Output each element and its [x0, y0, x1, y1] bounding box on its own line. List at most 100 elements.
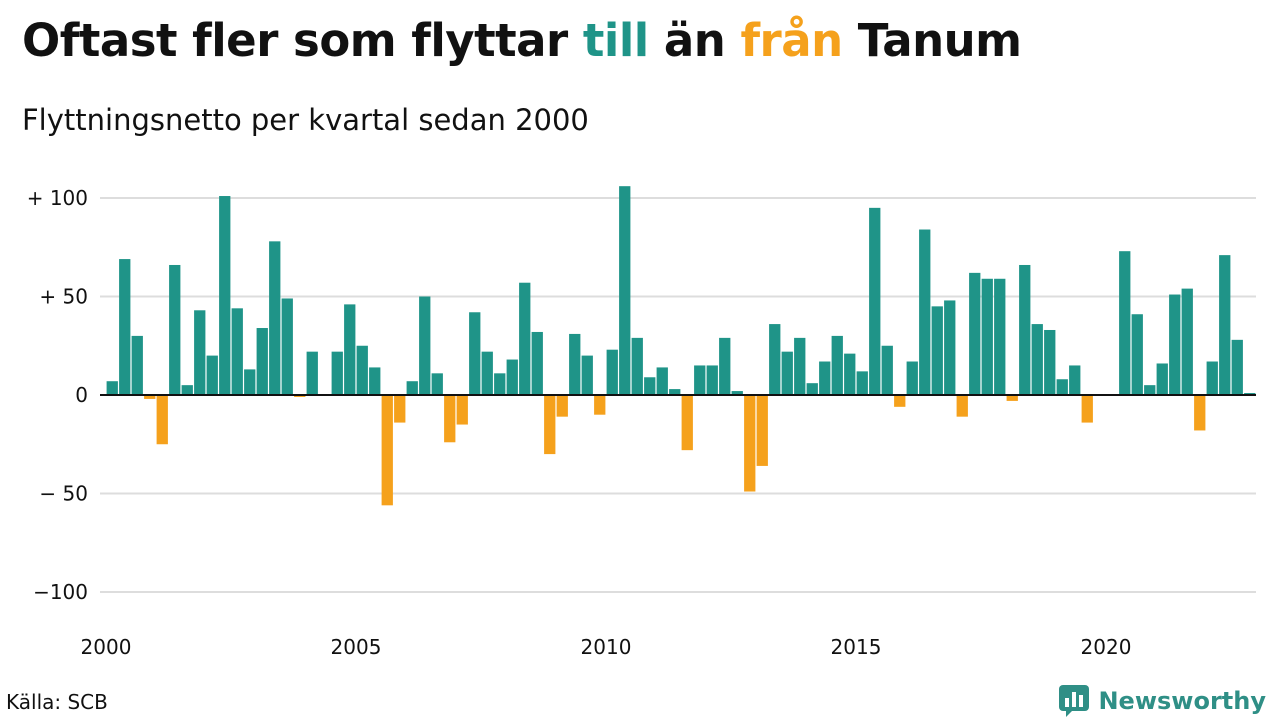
bar-2000-q1: [106, 381, 118, 395]
bar-2001-q2: [169, 264, 181, 395]
source-note: Källa: SCB: [6, 690, 108, 714]
bar-2007-q3: [481, 351, 493, 395]
bar-2001-q1: [156, 395, 168, 445]
bar-2015-q2: [869, 207, 881, 395]
bar-2010-q4: [644, 377, 656, 395]
bar-2017-q3: [981, 278, 993, 395]
x-tick-label: 2005: [331, 635, 382, 659]
bar-2002-q3: [231, 308, 243, 395]
bar-2016-q2: [919, 229, 931, 395]
bar-2015-q1: [856, 371, 868, 395]
bar-2007-q1: [456, 395, 468, 425]
bar-2012-q4: [744, 395, 756, 492]
chart-title: Oftast fler som flyttar till än från Tan…: [22, 14, 1022, 67]
bar-2021-q2: [1169, 294, 1181, 395]
bar-2018-q2: [1019, 264, 1031, 395]
bar-2011-q2: [669, 389, 681, 395]
bar-2013-q2: [769, 324, 781, 395]
bar-2011-q1: [656, 367, 668, 395]
bar-2022-q2: [1219, 255, 1231, 395]
bar-2014-q2: [819, 361, 831, 395]
bar-2006-q3: [431, 373, 443, 395]
bar-2003-q1: [256, 328, 268, 395]
title-part-e: Tanum: [842, 14, 1022, 67]
bar-2013-q1: [756, 395, 768, 466]
bar-2013-q3: [781, 351, 793, 395]
bar-2000-q3: [131, 335, 143, 395]
y-tick-label: + 100: [27, 186, 88, 210]
bar-2011-q4: [694, 365, 706, 395]
bar-2004-q4: [344, 304, 356, 395]
bar-2016-q4: [944, 300, 956, 395]
x-axis-ticks: 2000 2005 2010 2015 2020: [81, 635, 1132, 659]
title-word-fran: från: [740, 14, 843, 67]
bar-2020-q2: [1119, 251, 1131, 395]
bar-2005-q2: [369, 367, 381, 395]
bar-2010-q2: [619, 186, 631, 395]
bars: [106, 186, 1256, 506]
bar-2014-q1: [806, 383, 818, 395]
bar-2022-q1: [1206, 361, 1218, 395]
bar-2009-q1: [556, 395, 568, 417]
bar-2020-q3: [1131, 314, 1143, 395]
bar-2008-q3: [531, 331, 543, 395]
bar-2008-q4: [544, 395, 556, 455]
x-tick-label: 2015: [831, 635, 882, 659]
bar-2004-q1: [306, 351, 318, 395]
bar-2002-q2: [219, 196, 231, 395]
bar-2001-q4: [194, 310, 206, 395]
bar-2021-q1: [1156, 363, 1168, 395]
bar-2014-q4: [844, 353, 856, 395]
bar-2014-q3: [831, 335, 843, 395]
bar-2021-q3: [1181, 288, 1193, 395]
bar-2019-q1: [1056, 379, 1068, 395]
bar-2009-q2: [569, 333, 581, 395]
bar-2013-q4: [794, 337, 806, 395]
bar-2006-q2: [419, 296, 431, 395]
bar-2012-q2: [719, 337, 731, 395]
bar-2002-q4: [244, 369, 256, 395]
bar-2021-q4: [1194, 395, 1206, 431]
bar-2005-q1: [356, 345, 368, 395]
bar-2019-q3: [1081, 395, 1093, 423]
y-tick-label: + 50: [39, 285, 88, 309]
bar-2018-q3: [1031, 324, 1043, 395]
bar-2020-q4: [1144, 385, 1156, 395]
bar-2016-q1: [906, 361, 918, 395]
bar-2008-q2: [519, 282, 531, 395]
bar-2010-q3: [631, 337, 643, 395]
bar-2009-q4: [594, 395, 606, 415]
bar-2003-q2: [269, 241, 281, 395]
bar-2008-q1: [506, 359, 518, 395]
bar-2005-q3: [381, 395, 393, 506]
bar-2005-q4: [394, 395, 406, 423]
bar-2001-q3: [181, 385, 193, 395]
bar-2003-q3: [281, 298, 293, 395]
bar-2012-q1: [706, 365, 718, 395]
bar-2012-q3: [731, 391, 743, 395]
bar-2011-q3: [681, 395, 693, 451]
bar-2007-q2: [469, 312, 481, 395]
bar-2017-q2: [969, 272, 981, 395]
x-tick-label: 2010: [581, 635, 632, 659]
y-axis-ticks: + 100 + 50 0 − 50 −100: [27, 186, 88, 604]
bar-2007-q4: [494, 373, 506, 395]
bar-2004-q3: [331, 351, 343, 395]
title-part-c: än: [648, 14, 741, 67]
bar-chart-speech-bubble-icon: [1059, 685, 1090, 717]
x-tick-label: 2020: [1081, 635, 1132, 659]
gridlines: [100, 197, 1256, 593]
bar-2006-q1: [406, 381, 418, 395]
bar-2002-q1: [206, 355, 218, 395]
y-tick-label: 0: [75, 383, 88, 407]
bar-2015-q4: [894, 395, 906, 407]
chart-subtitle: Flyttningsnetto per kvartal sedan 2000: [22, 103, 589, 137]
brand-name: Newsworthy: [1098, 687, 1266, 715]
bar-2022-q3: [1231, 339, 1243, 395]
x-tick-label: 2000: [81, 635, 132, 659]
y-tick-label: − 50: [39, 482, 88, 506]
bar-2015-q3: [881, 345, 893, 395]
bar-2019-q2: [1069, 365, 1081, 395]
bar-2017-q4: [994, 278, 1006, 395]
